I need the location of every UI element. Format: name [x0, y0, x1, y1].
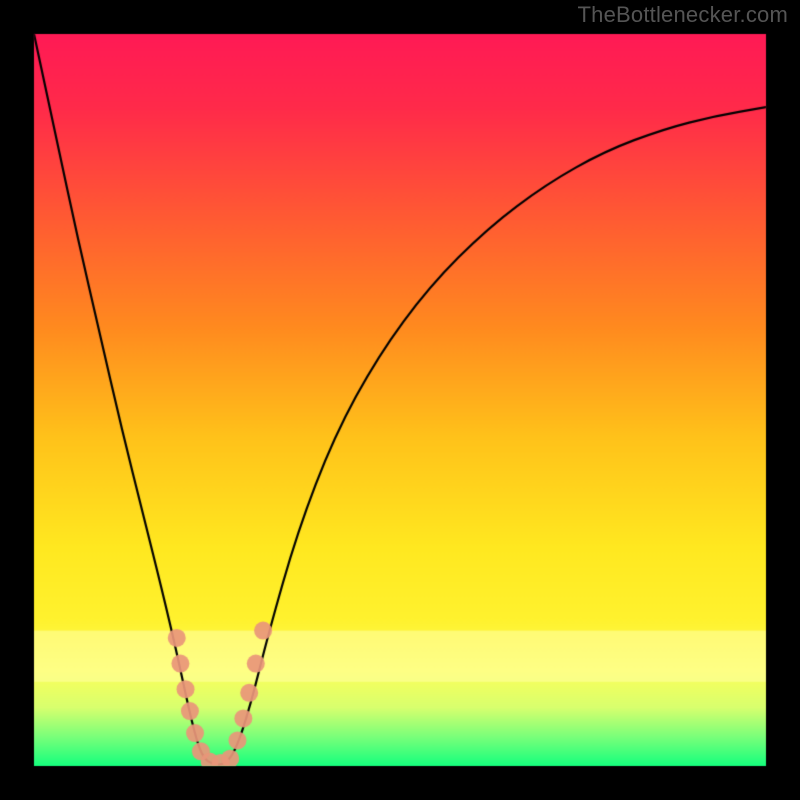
chart-root: TheBottlenecker.com — [0, 0, 800, 800]
curve-layer — [0, 0, 800, 800]
